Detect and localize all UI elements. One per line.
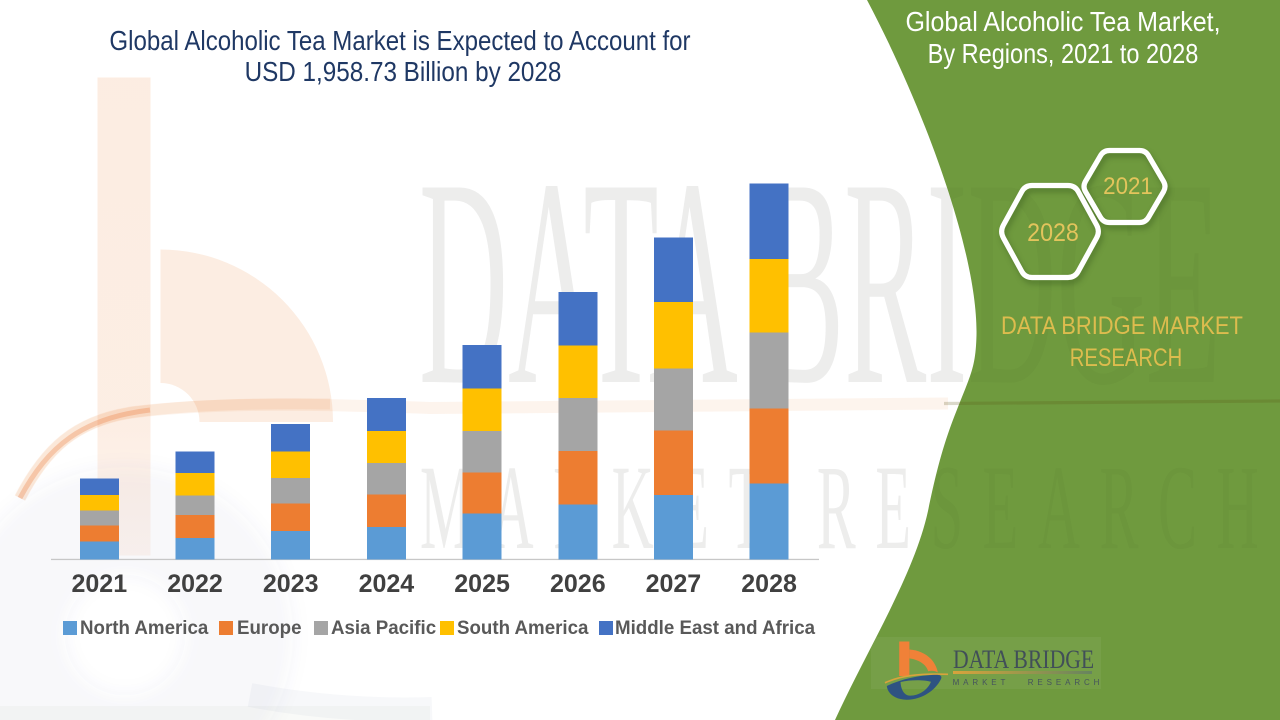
svg-text:DATA BRIDGE: DATA BRIDGE (419, 118, 1221, 447)
svg-text:MARKET RESEARCH: MARKET RESEARCH (420, 440, 1278, 575)
